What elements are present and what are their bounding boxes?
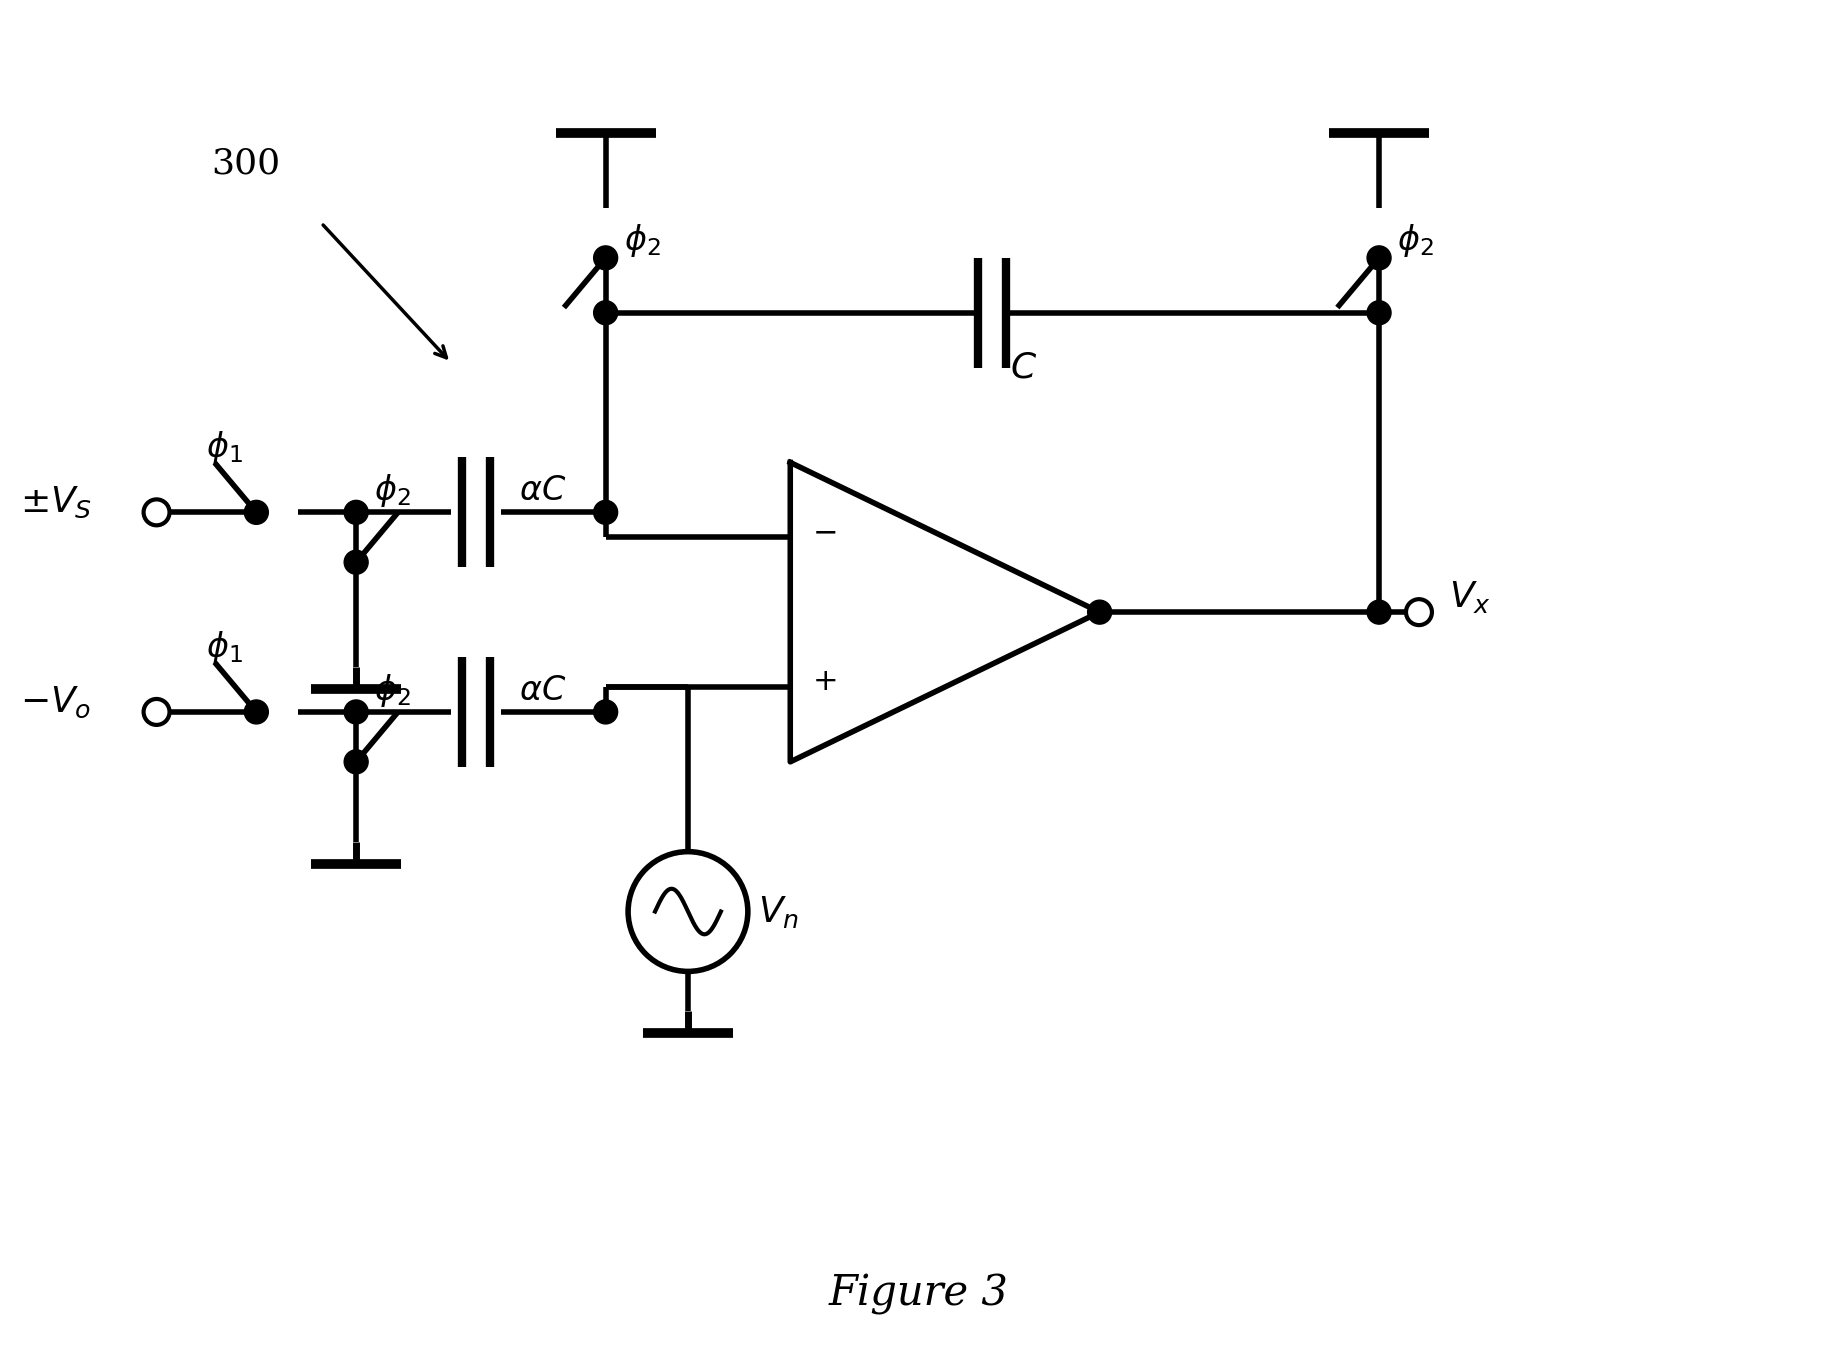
Circle shape <box>344 750 368 774</box>
Text: $\phi_2$: $\phi_2$ <box>623 222 660 259</box>
Circle shape <box>344 700 368 725</box>
Circle shape <box>244 500 268 524</box>
Circle shape <box>1088 601 1112 624</box>
Circle shape <box>1367 247 1391 270</box>
Circle shape <box>244 700 268 725</box>
Text: $V_n$: $V_n$ <box>757 893 800 929</box>
Text: $\phi_1$: $\phi_1$ <box>206 629 243 666</box>
Circle shape <box>344 500 368 524</box>
Circle shape <box>594 700 618 725</box>
Circle shape <box>1406 599 1432 625</box>
Text: $\phi_2$: $\phi_2$ <box>375 473 410 509</box>
Text: $\alpha C$: $\alpha C$ <box>518 676 566 707</box>
Circle shape <box>594 301 618 324</box>
Circle shape <box>344 550 368 575</box>
Text: $\pm V_S$: $\pm V_S$ <box>20 485 92 520</box>
Text: 300: 300 <box>211 146 281 180</box>
Text: Figure 3: Figure 3 <box>829 1273 1009 1316</box>
Text: $C$: $C$ <box>1011 350 1037 384</box>
Text: $+$: $+$ <box>812 666 836 697</box>
Circle shape <box>594 247 618 270</box>
Text: $\alpha C$: $\alpha C$ <box>518 475 566 508</box>
Circle shape <box>143 699 169 725</box>
Text: $-$: $-$ <box>812 516 836 548</box>
Text: $\phi_2$: $\phi_2$ <box>375 671 410 710</box>
Circle shape <box>594 500 618 524</box>
Text: $\phi_2$: $\phi_2$ <box>1397 222 1434 259</box>
Circle shape <box>1367 601 1391 624</box>
Text: $V_x$: $V_x$ <box>1448 579 1491 616</box>
Text: $-V_o$: $-V_o$ <box>20 684 92 719</box>
Circle shape <box>1367 301 1391 324</box>
Text: $\phi_1$: $\phi_1$ <box>206 429 243 466</box>
Circle shape <box>143 500 169 526</box>
